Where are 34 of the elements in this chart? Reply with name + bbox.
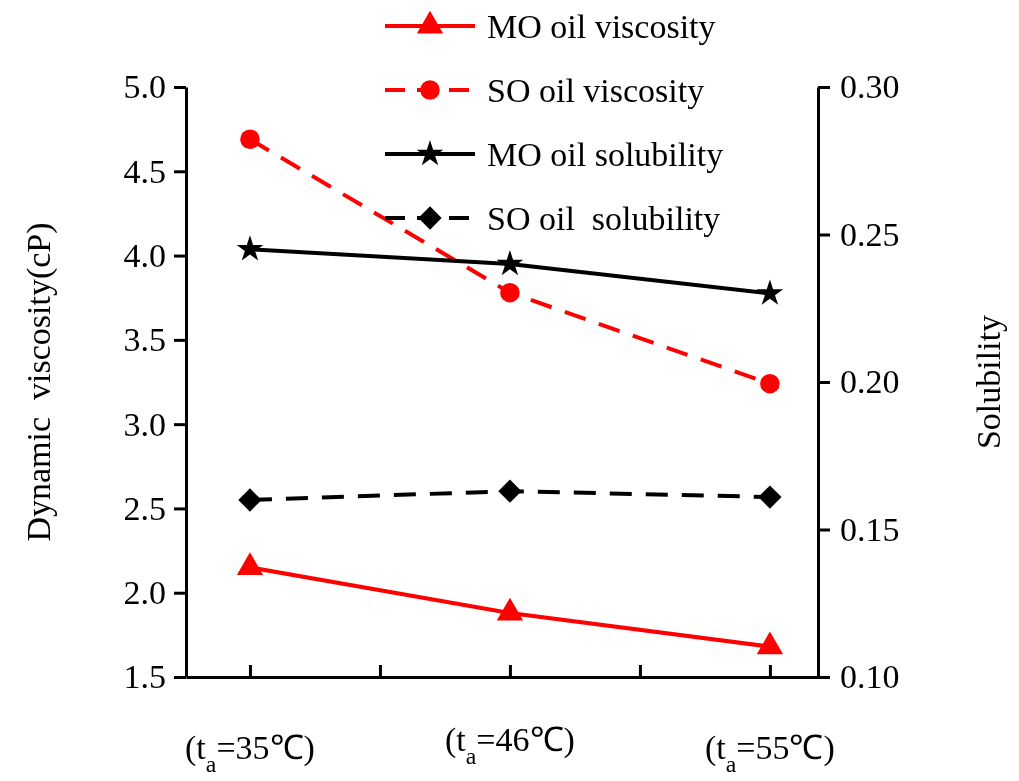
point bbox=[760, 373, 780, 394]
y2-tick-label: 0.10 bbox=[840, 658, 900, 696]
point bbox=[236, 235, 264, 261]
y2-tick-label: 0.20 bbox=[840, 363, 900, 401]
y2-tick-label: 0.25 bbox=[840, 215, 900, 253]
point bbox=[236, 552, 264, 576]
y-tick-label: 3.0 bbox=[123, 405, 166, 443]
y-tick-label: 2.5 bbox=[123, 489, 166, 527]
point bbox=[500, 282, 520, 303]
y-tick-label: 5.0 bbox=[123, 68, 166, 106]
x-tick-label: (t$_{a}$=46℃) bbox=[445, 721, 575, 769]
x-tick-label: (t$_{a}$=35℃) bbox=[185, 729, 315, 777]
y-tick-label: 3.5 bbox=[123, 321, 166, 359]
point bbox=[756, 631, 784, 655]
point bbox=[238, 488, 262, 512]
y2-tick-label: 0.30 bbox=[840, 68, 900, 106]
legend-label: MO oil viscosity bbox=[487, 7, 716, 45]
legend-label: SO oil viscosity bbox=[487, 71, 705, 109]
point bbox=[756, 279, 784, 305]
y-axis-title: Dynamic viscosity(cP) bbox=[20, 222, 58, 542]
point bbox=[496, 597, 524, 621]
y-tick-label: 1.5 bbox=[123, 658, 166, 696]
point bbox=[240, 129, 260, 150]
y-tick-label: 4.5 bbox=[123, 152, 166, 190]
y2-tick-label: 0.15 bbox=[840, 510, 900, 548]
y-tick-label: 4.0 bbox=[123, 236, 166, 274]
point bbox=[496, 250, 524, 276]
y2-axis-title: Solubility bbox=[970, 314, 1007, 450]
point bbox=[758, 485, 782, 509]
legend-label: MO oil solubility bbox=[487, 135, 724, 173]
x-tick-label: (t$_{a}$=55℃) bbox=[704, 729, 835, 777]
y-tick-label: 2.0 bbox=[123, 574, 166, 612]
legend-label: SO oil solubility bbox=[487, 199, 721, 237]
point bbox=[498, 479, 522, 503]
